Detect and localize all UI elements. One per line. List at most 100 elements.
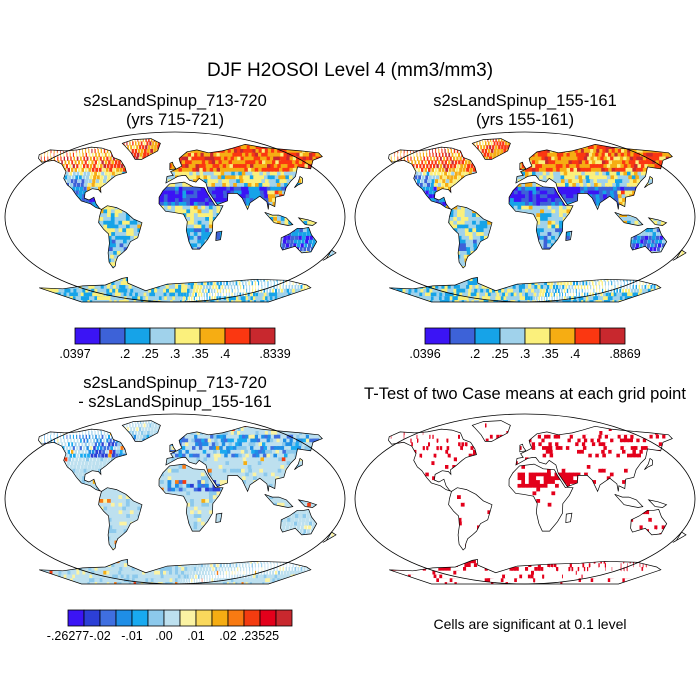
- colorbar-1-swatch: [99, 327, 126, 345]
- colorbar-2-tick-label: .4: [570, 347, 580, 361]
- map-2-coastline-antarctica: [389, 276, 662, 303]
- colorbar-panel-3: -.26277 -.02 -.01 .00 .01 .02 .23525: [47, 609, 293, 643]
- colorbar-1-tick-label: .4: [220, 347, 230, 361]
- map-4-coastline-uk: [519, 443, 527, 453]
- map-3-coastline-nz: [322, 531, 337, 543]
- colorbar-1-tick-label: .8339: [259, 347, 290, 361]
- map-1-coastline-indonesia: [264, 211, 294, 226]
- figure-title: DJF H2OSOI Level 4 (mm3/mm3): [206, 60, 494, 81]
- colorbar-1-swatch: [74, 327, 101, 345]
- map-1-coastline-newguinea: [297, 217, 318, 226]
- map-panel-3: [4, 413, 346, 585]
- colorbar-3-tick-label: .01: [187, 629, 204, 643]
- panel-3-title: s2sLandSpinup_713-720 - s2sLandSpinup_15…: [0, 374, 350, 412]
- colorbar-panel-2: .0396 .2 .25 .3 .35 .4 .8869: [409, 327, 641, 361]
- colorbar-3-swatch: [243, 609, 261, 627]
- colorbar-1-swatch: [224, 327, 251, 345]
- map-3-coastline-newguinea: [297, 499, 318, 508]
- map-1-border: [4, 131, 346, 303]
- map-4-coastline-namerica: [388, 428, 477, 492]
- colorbar-3-swatch: [275, 609, 293, 627]
- map-1-coastline-samerica: [98, 205, 143, 269]
- map-4-coastline-antarctica: [389, 558, 662, 585]
- map-4-coastline-madagascar: [565, 512, 573, 524]
- colorbar-2-swatch: [499, 327, 526, 345]
- colorbar-3-swatch: [83, 609, 101, 627]
- map-1-coastline-africa: [158, 181, 224, 250]
- map-3-coastline-indonesia: [264, 493, 294, 508]
- map-4-coastline-indonesia: [614, 493, 644, 508]
- map-3-coastline-uk: [169, 443, 177, 453]
- colorbar-3-tick-label: .00: [155, 629, 172, 643]
- colorbar-3-swatch: [99, 609, 117, 627]
- panel-1-title-line2: (yrs 715-721): [125, 111, 225, 129]
- map-4-coastline-australia: [630, 509, 668, 536]
- colorbar-1-tick-label: .35: [191, 347, 208, 361]
- colorbar-3-tick-label: -.02: [89, 629, 111, 643]
- panel-2-title-line1: s2sLandSpinup_155-161: [433, 92, 617, 110]
- colorbar-2-swatch: [574, 327, 601, 345]
- panel-3-title-line2: - s2sLandSpinup_155-161: [78, 393, 272, 411]
- map-3-coastline-samerica: [98, 487, 143, 551]
- map-2-coastline-namerica: [388, 146, 477, 210]
- colorbar-1-tick-label: .3: [170, 347, 180, 361]
- map-2-coastline-uk: [519, 161, 527, 171]
- colorbar-3-tick-label: -.26277: [47, 629, 89, 643]
- map-4-coastline-samerica: [448, 487, 493, 551]
- significance-note: Cells are significant at 0.1 level: [433, 616, 627, 632]
- colorbar-2-tick-label: .35: [541, 347, 558, 361]
- colorbar-3-swatch: [131, 609, 149, 627]
- colorbar-1-swatch: [149, 327, 176, 345]
- colorbar-2-tick-label: .2: [470, 347, 480, 361]
- map-2-coastline-australia: [630, 227, 668, 254]
- colorbar-1-swatch: [174, 327, 201, 345]
- colorbar-3-swatch: [115, 609, 133, 627]
- colorbar-2-tick-label: .3: [520, 347, 530, 361]
- colorbar-3-tick-label: .02: [219, 629, 236, 643]
- map-3-coastline-africa: [158, 463, 224, 532]
- map-3-coastline-australia: [280, 509, 318, 536]
- map-3-border: [4, 413, 346, 585]
- panel-1-title-line1: s2sLandSpinup_713-720: [83, 92, 267, 110]
- colorbar-1-tick-label: .2: [120, 347, 130, 361]
- map-1-coastline-greenland: [121, 138, 161, 160]
- map-2-coastline-africa: [508, 181, 574, 250]
- map-2-coastline-japan: [644, 175, 653, 188]
- map-4-border: [354, 413, 696, 585]
- panel-4-title: T-Test of two Case means at each grid po…: [364, 385, 686, 403]
- map-3-coastline-namerica: [38, 428, 127, 492]
- map-4-coastline-greenland: [471, 420, 511, 442]
- colorbar-2-swatch: [424, 327, 451, 345]
- map-3-coastline-madagascar: [215, 512, 223, 524]
- map-3-coastline-greenland: [121, 420, 161, 442]
- map-3-coastline-antarctica: [39, 558, 312, 585]
- panel-2-title: s2sLandSpinup_155-161 (yrs 155-161): [350, 92, 700, 130]
- colorbar-2-swatch: [549, 327, 576, 345]
- map-2-coastline-madagascar: [565, 230, 573, 242]
- map-1-coastline-japan: [294, 175, 303, 188]
- colorbar-3-swatch: [179, 609, 197, 627]
- map-4-coastline-newguinea: [647, 499, 668, 508]
- panel-2-title-line2: (yrs 155-161): [475, 111, 575, 129]
- colorbar-2-tick-label: .8869: [609, 347, 640, 361]
- map-1-coastline-madagascar: [215, 230, 223, 242]
- map-2-coastline-eurasia: [515, 143, 673, 211]
- map-3-coastline-japan: [294, 457, 303, 470]
- map-2-coastline-newguinea: [647, 217, 668, 226]
- map-4-coastline-japan: [644, 457, 653, 470]
- map-1-coastline-uk: [169, 161, 177, 171]
- map-panel-1: [4, 131, 346, 303]
- map-4-coastline-africa: [508, 463, 574, 532]
- map-panel-4: [354, 413, 696, 585]
- map-panel-2: [354, 131, 696, 303]
- map-2-coastline-greenland: [471, 138, 511, 160]
- map-1-coastline-antarctica: [39, 276, 312, 303]
- map-1-coastline-namerica: [38, 146, 127, 210]
- colorbar-2-tick-label: .0396: [409, 347, 440, 361]
- colorbar-1-swatch: [249, 327, 276, 345]
- colorbar-1-tick-label: .25: [141, 347, 158, 361]
- map-2-coastline-indonesia: [614, 211, 644, 226]
- map-4-coastline-nz: [672, 531, 687, 543]
- map-2-coastline-nz: [672, 249, 687, 261]
- colorbar-2-swatch: [474, 327, 501, 345]
